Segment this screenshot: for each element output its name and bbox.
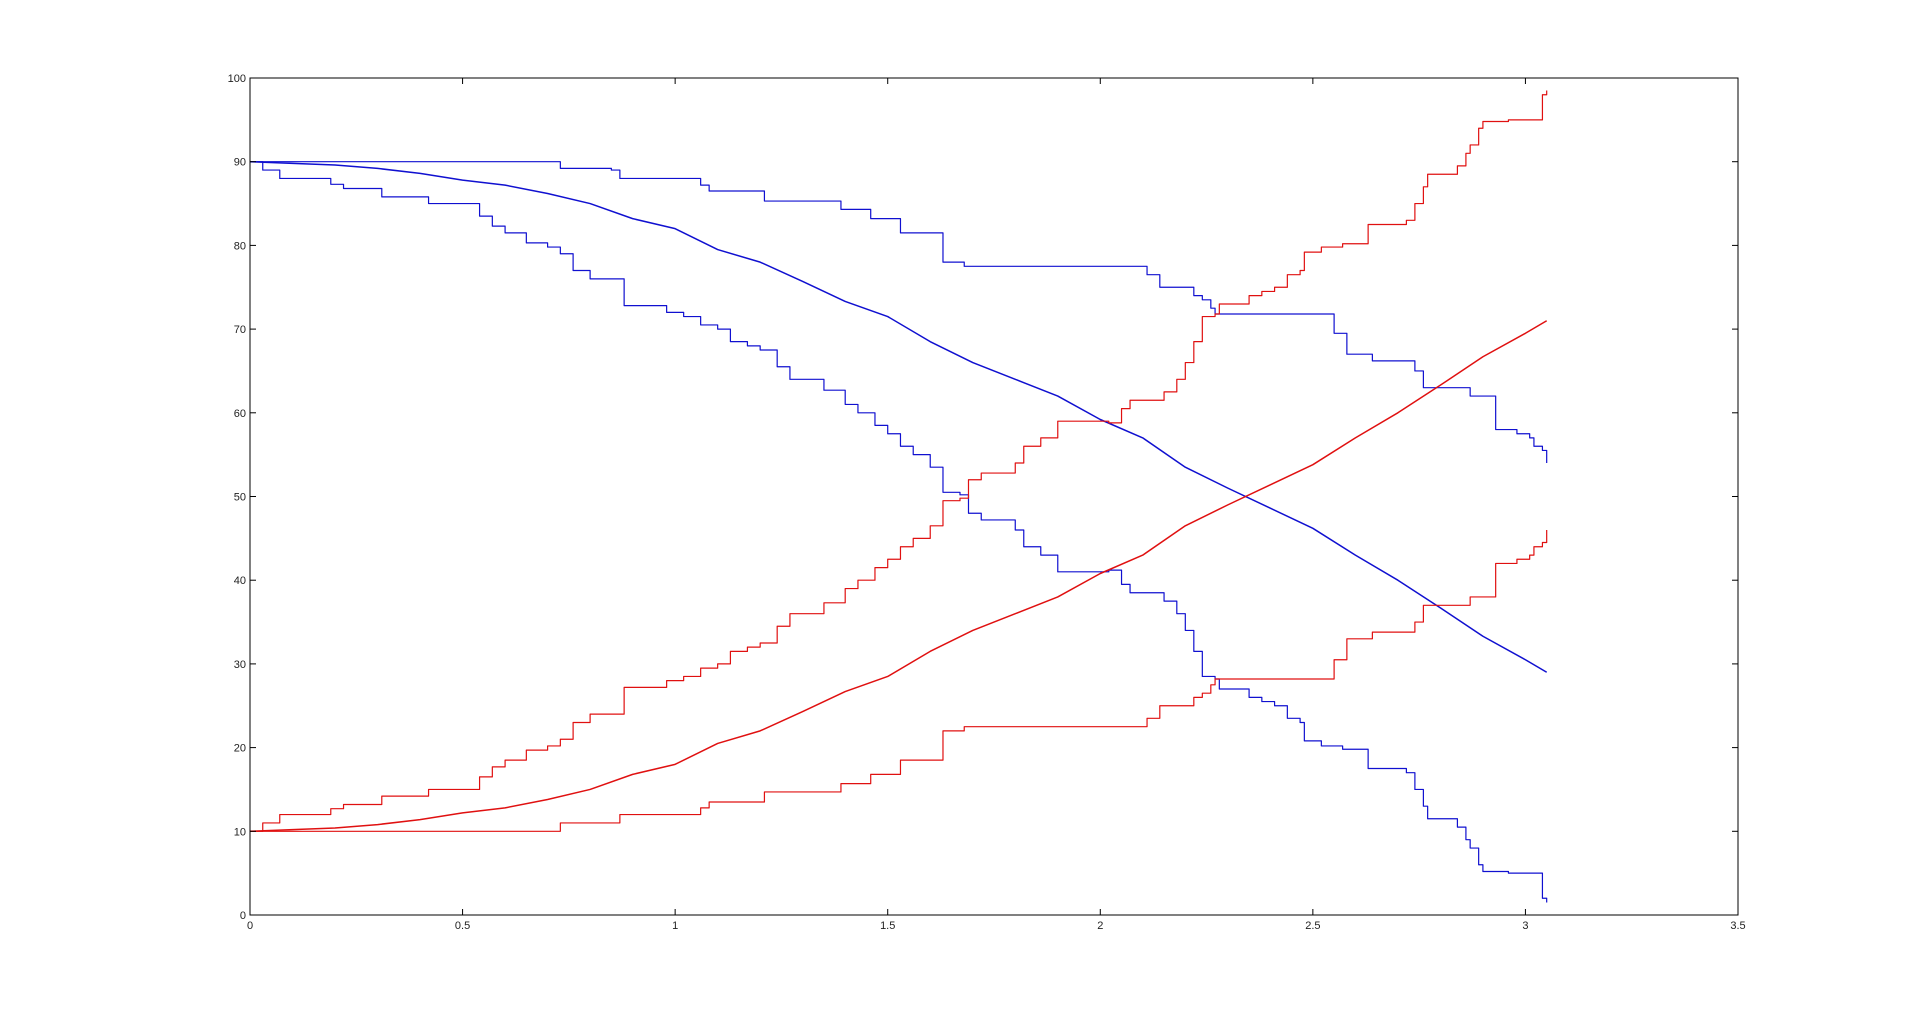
y-tick-label: 40 [234,575,246,587]
x-tick-label: 2.5 [1305,920,1320,932]
blue-series-line-3 [250,161,1548,903]
x-tick-label: 3 [1522,920,1528,932]
x-tick-label: 3.5 [1730,920,1745,932]
y-tick-label: 30 [234,659,246,671]
blue-series-line-1 [250,161,1548,464]
y-tick-label: 20 [234,743,246,755]
red-series-line-4 [250,529,1548,832]
red-series-line-5 [249,320,1548,833]
y-tick-label: 70 [234,324,246,336]
x-tick-label: 0 [247,920,253,932]
y-tick-label: 90 [234,157,246,169]
x-tick-label: 1 [672,920,678,932]
x-tick-label: 1.5 [880,920,895,932]
axis-ticks: 0 0.5 1 1.5 2 2.5 3 3.5 0 10 20 30 40 50 60 70 80 90 100 [228,73,1746,932]
y-tick-label: 0 [240,910,246,922]
y-tick-label: 10 [234,826,246,838]
x-tick-label: 2 [1097,920,1103,932]
red-series-line-6 [250,90,1548,832]
blue-series-line-2 [249,160,1548,673]
y-tick-label: 80 [234,240,246,252]
y-tick-label: 100 [228,73,246,85]
x-tick-label: 0.5 [455,920,470,932]
series-layer [249,90,1548,903]
y-tick-label: 50 [234,492,246,504]
y-tick-label: 60 [234,408,246,420]
